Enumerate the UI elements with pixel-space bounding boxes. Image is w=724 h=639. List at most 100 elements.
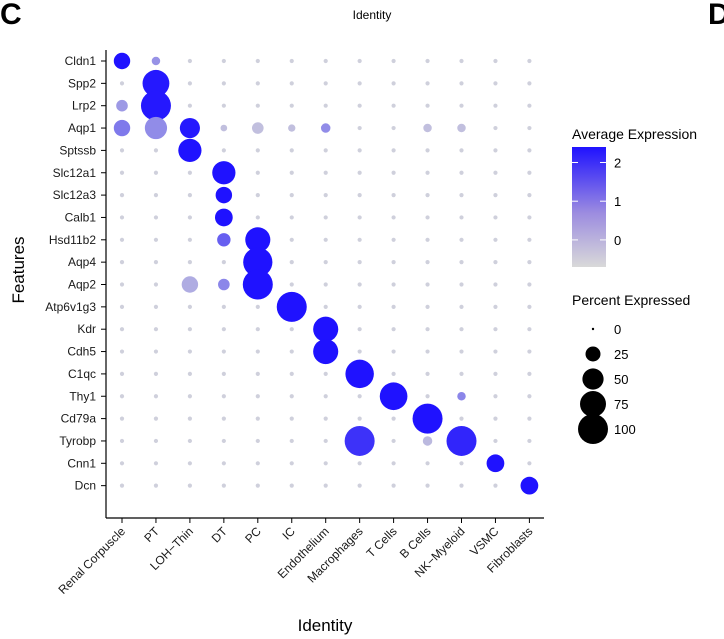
bg-dot <box>391 461 396 466</box>
bg-dot <box>391 349 396 354</box>
bg-dot <box>459 58 464 64</box>
bg-dot <box>357 148 362 153</box>
dot-aqp1-ic <box>288 124 296 132</box>
dot-slc12a1-dt <box>212 161 236 185</box>
bg-dot <box>357 327 362 332</box>
bg-dot <box>187 461 192 466</box>
bg-dot <box>119 282 125 287</box>
bg-dot <box>357 103 362 108</box>
bg-dot <box>255 416 260 421</box>
bg-dot <box>527 125 532 131</box>
bg-dot <box>323 416 328 421</box>
bg-dot <box>493 304 498 309</box>
bg-dot <box>289 394 294 399</box>
size-legend-dot <box>585 346 601 362</box>
bg-dot <box>493 327 498 332</box>
y-tick-label: Sptssb <box>59 143 96 157</box>
x-tick-label: PT <box>141 524 162 545</box>
bg-dot <box>391 327 396 332</box>
bg-dot <box>357 461 362 466</box>
bg-dot <box>255 81 260 86</box>
bg-dot <box>153 215 159 220</box>
bg-dot <box>289 215 294 220</box>
bg-dot <box>527 215 532 220</box>
bg-dot <box>221 349 226 354</box>
bg-dot <box>153 461 159 466</box>
bg-dot <box>459 237 464 242</box>
color-legend-title: Average Expression <box>572 126 697 142</box>
bg-dot <box>187 394 192 399</box>
bg-dot <box>527 103 532 108</box>
bg-dot <box>527 148 532 153</box>
bg-dot <box>323 483 328 488</box>
bg-dot <box>493 193 498 198</box>
bg-dot <box>221 304 226 309</box>
bg-dot <box>425 81 430 86</box>
bg-dot <box>255 438 260 444</box>
bg-dot <box>357 58 362 64</box>
bg-dot <box>357 282 362 287</box>
bg-dot <box>357 304 362 309</box>
size-legend-dot <box>591 327 595 331</box>
bg-dot <box>493 170 498 175</box>
bg-dot <box>425 461 430 466</box>
bg-dot <box>493 58 498 64</box>
color-legend-bar <box>572 147 606 267</box>
bg-dot <box>323 148 328 153</box>
dot-aqp2-pc <box>242 269 273 300</box>
bg-dot <box>153 438 159 444</box>
y-tick-label: Cd79a <box>61 412 97 426</box>
bg-dot <box>289 327 294 332</box>
bg-dot <box>119 215 125 220</box>
bg-dot <box>255 193 260 198</box>
bg-dot <box>187 327 192 332</box>
dot-aqp1-renal-corpuscle <box>113 119 131 137</box>
bg-dot <box>493 483 498 488</box>
size-legend-dot <box>578 414 608 444</box>
color-tick-label: 2 <box>614 155 621 170</box>
bg-dot <box>289 170 294 175</box>
dot-aqp1-loh-thin <box>179 117 200 139</box>
bg-dot <box>459 103 464 108</box>
dot-lrp2-pt <box>140 90 171 121</box>
bg-dot <box>425 215 430 220</box>
dot-lrp2-renal-corpuscle <box>116 99 128 112</box>
bg-dot <box>357 193 362 198</box>
bg-dot <box>493 125 498 131</box>
bg-dot <box>493 349 498 354</box>
bg-dot <box>459 282 464 287</box>
bg-dot <box>153 371 159 376</box>
bg-dot <box>187 103 192 108</box>
dot-aqp1-b-cells <box>423 123 432 133</box>
bg-dot <box>221 483 226 488</box>
bg-dot <box>459 170 464 175</box>
bg-dot <box>119 394 125 399</box>
bg-dot <box>323 260 328 265</box>
bg-dot <box>119 483 125 488</box>
panel-letter-c: C <box>0 0 22 31</box>
bg-dot <box>459 349 464 354</box>
bg-dot <box>153 416 159 421</box>
bg-dot <box>493 237 498 242</box>
bg-dot <box>187 304 192 309</box>
bg-dot <box>357 483 362 488</box>
color-legend: Average Expression 2 1 0 <box>572 126 697 267</box>
bg-dot <box>493 148 498 153</box>
bg-dot <box>459 260 464 265</box>
bg-dot <box>119 327 125 332</box>
bg-dot <box>493 215 498 220</box>
bg-dot <box>289 237 294 242</box>
bg-dot <box>425 327 430 332</box>
bg-dot <box>527 81 532 86</box>
dot-tyrobp-nk-myeloid <box>446 425 477 456</box>
dot-aqp1-pc <box>251 122 264 134</box>
bg-dot <box>187 58 192 64</box>
bg-dot <box>527 304 532 309</box>
bg-dot <box>493 416 498 421</box>
bg-dot <box>357 260 362 265</box>
bg-dot <box>391 103 396 108</box>
bg-dot <box>391 81 396 86</box>
bg-dot <box>357 125 362 131</box>
bg-dot <box>153 193 159 198</box>
dot-c1qc-macrophages <box>345 359 374 389</box>
